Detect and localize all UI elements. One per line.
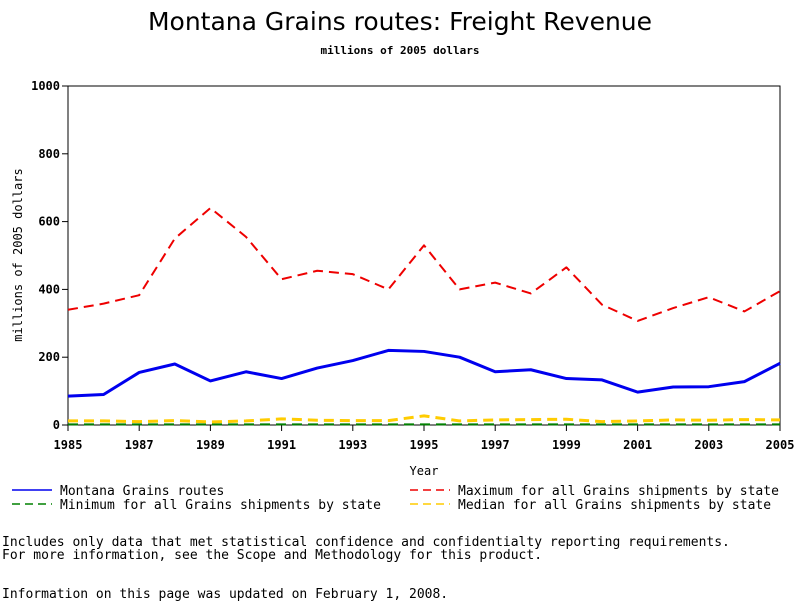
legend: Montana Grains routes Maximum for all Gra…: [12, 484, 779, 513]
series-layer: [67, 207, 781, 426]
x-tick-label: 2005: [766, 438, 795, 452]
x-tick-label: 2003: [694, 438, 723, 452]
note-confidentiality: Includes only data that met statistical …: [2, 535, 730, 550]
chart-title: Montana Grains routes: Freight Revenue: [148, 7, 652, 36]
x-tick-label: 1987: [125, 438, 154, 452]
legend-label: Montana Grains routes: [60, 484, 224, 499]
x-tick-label: 1991: [267, 438, 296, 452]
series-line-4: [68, 414, 781, 424]
legend-label: Maximum for all Grains shipments by stat…: [458, 484, 779, 499]
series-line-1: [67, 348, 781, 398]
y-axis-label: millions of 2005 dollars: [11, 168, 25, 341]
plot-frame: [67, 85, 781, 426]
x-tick-label: 1989: [196, 438, 225, 452]
y-axis: 0 200 400 600 800 1000: [31, 79, 68, 432]
x-tick-label: 2001: [623, 438, 652, 452]
series-line-2: [67, 207, 781, 322]
y-tick-label: 400: [38, 282, 60, 296]
note-updated: Information on this page was updated on …: [2, 587, 449, 602]
note-methodology: For more information, see the Scope and …: [2, 548, 543, 563]
y-tick-label: 200: [38, 350, 60, 364]
y-tick-label: 0: [53, 418, 60, 432]
legend-label: Median for all Grains shipments by state: [458, 498, 771, 513]
x-axis: 1985 1987 1989 1991 1993 1995 1997 1999 2001 2003…: [54, 425, 795, 452]
x-tick-label: 1997: [481, 438, 510, 452]
chart-subtitle: millions of 2005 dollars: [321, 44, 480, 57]
x-tick-label: 1993: [338, 438, 367, 452]
y-tick-label: 1000: [31, 79, 60, 93]
legend-label: Minimum for all Grains shipments by stat…: [60, 498, 381, 513]
x-tick-label: 1985: [54, 438, 83, 452]
y-tick-label: 600: [38, 215, 60, 229]
x-axis-label: Year: [410, 464, 439, 478]
x-tick-label: 1995: [410, 438, 439, 452]
x-tick-label: 1999: [552, 438, 581, 452]
y-tick-label: 800: [38, 147, 60, 161]
plot-area: [67, 85, 781, 426]
